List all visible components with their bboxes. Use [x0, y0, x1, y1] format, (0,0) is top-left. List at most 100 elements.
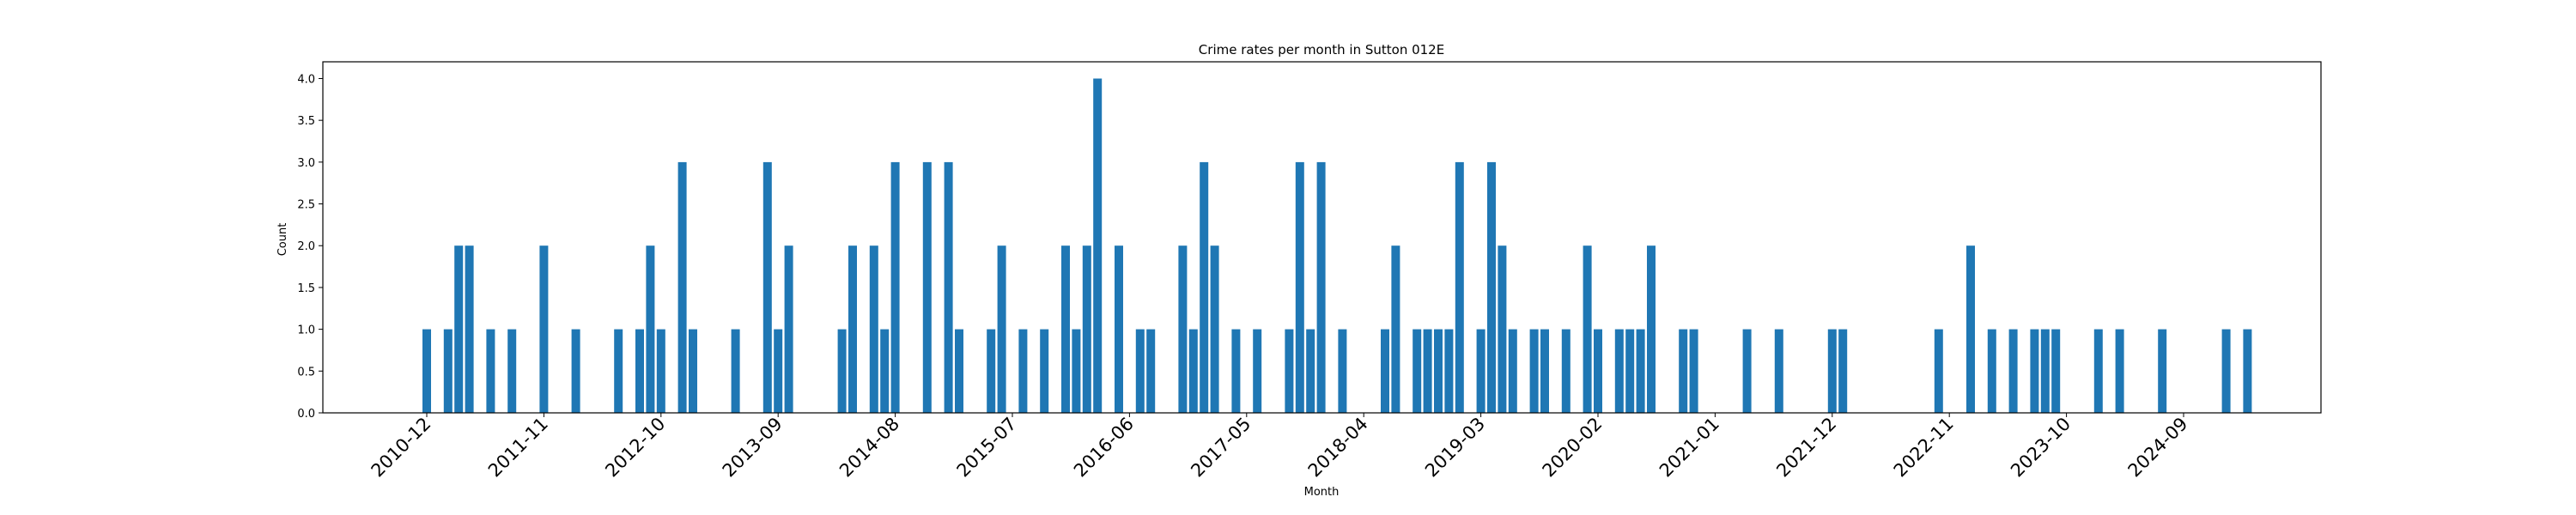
bar-2013-08: [762, 161, 772, 413]
bar-2023-09: [2051, 329, 2061, 413]
bar-2020-10: [1679, 329, 1688, 413]
bar-2015-02: [955, 329, 963, 413]
bar-2019-11: [1561, 329, 1571, 413]
bar-2012-09: [646, 245, 655, 413]
bar-2024-01: [2093, 329, 2103, 413]
bar-2022-01: [1838, 329, 1848, 413]
bar-2016-12: [1188, 329, 1198, 413]
bar-2024-07: [2158, 329, 2167, 413]
bar-2012-06: [614, 329, 623, 413]
bar-2011-04: [465, 245, 474, 413]
y-tick-label: 4.0: [297, 73, 315, 86]
bar-2022-10: [1934, 329, 1943, 413]
bars-group: [422, 78, 2252, 413]
bar-2011-03: [454, 245, 464, 413]
bar-2014-08: [890, 161, 900, 413]
x-tick-label: 2017-05: [1187, 414, 1255, 482]
bar-2016-02: [1082, 245, 1091, 413]
x-tick-label: 2015-07: [953, 414, 1021, 482]
bar-2018-06: [1381, 329, 1389, 413]
bar-2017-09: [1285, 329, 1294, 413]
bar-2013-01: [689, 329, 697, 413]
bar-2017-12: [1316, 161, 1326, 413]
bar-2025-03: [2243, 329, 2252, 413]
bar-2016-01: [1072, 329, 1081, 413]
x-tick-label: 2020-02: [1539, 414, 1607, 482]
bar-2014-07: [880, 329, 890, 413]
bar-2018-09: [1413, 329, 1422, 413]
bar-2014-11: [922, 161, 932, 413]
x-tick-label: 2023-10: [2007, 414, 2075, 482]
bar-2018-07: [1391, 245, 1400, 413]
y-ticks-group: 0.0 0.5 1.0 1.5 2.0 2.5 3.0 3.5 4.0: [297, 73, 323, 421]
bar-2020-07: [1647, 245, 1656, 413]
bar-2017-10: [1295, 161, 1304, 413]
bar-2018-12: [1444, 329, 1454, 413]
bar-2020-11: [1689, 329, 1698, 413]
bar-2016-07: [1135, 329, 1145, 413]
bar-2013-05: [731, 329, 740, 413]
y-tick-label: 2.0: [297, 240, 315, 253]
bar-2023-01: [1966, 245, 1975, 413]
bar-2016-05: [1115, 245, 1123, 413]
bar-2015-08: [1018, 329, 1028, 413]
bar-2023-08: [2040, 329, 2050, 413]
y-axis-label: Count: [276, 223, 289, 257]
bar-2021-04: [1742, 329, 1752, 413]
bar-2019-09: [1540, 329, 1549, 413]
bar-2020-05: [1625, 329, 1635, 413]
bar-2017-04: [1231, 329, 1241, 413]
bar-2023-07: [2030, 329, 2039, 413]
bar-2018-02: [1338, 329, 1347, 413]
x-tick-label: 2018-04: [1304, 414, 1372, 482]
y-tick-label: 2.5: [297, 199, 315, 212]
x-tick-label: 2024-09: [2124, 414, 2192, 482]
bar-2011-08: [507, 329, 517, 413]
bar-2012-12: [677, 161, 687, 413]
bar-2023-05: [2008, 329, 2018, 413]
bar-2013-09: [774, 329, 783, 413]
x-tick-label: 2013-09: [719, 414, 787, 482]
bar-2020-06: [1636, 329, 1645, 413]
bar-2021-12: [1827, 329, 1837, 413]
bar-2018-11: [1434, 329, 1443, 413]
bar-2019-06: [1508, 329, 1517, 413]
chart-title: Crime rates per month in Sutton 012E: [1199, 42, 1444, 58]
bar-2014-06: [869, 245, 878, 413]
x-tick-label: 2021-12: [1772, 414, 1840, 482]
y-tick-label: 3.0: [297, 157, 315, 170]
bar-2017-02: [1210, 245, 1219, 413]
y-tick-label: 0.0: [297, 408, 315, 421]
bar-2012-10: [656, 329, 665, 413]
bar-2020-04: [1614, 329, 1624, 413]
x-tick-label: 2010-12: [368, 414, 435, 482]
x-tick-label: 2021-01: [1656, 414, 1723, 482]
bar-2015-10: [1040, 329, 1049, 413]
plot-frame: [322, 61, 2322, 414]
bar-2014-04: [848, 245, 857, 413]
x-tick-label: 2011-11: [484, 414, 552, 482]
bar-2015-06: [997, 245, 1006, 413]
bar-2018-10: [1423, 329, 1432, 413]
bar-2014-03: [837, 329, 847, 413]
bar-2024-03: [2115, 329, 2124, 413]
bar-2019-05: [1498, 245, 1507, 413]
bar-2023-03: [1987, 329, 1996, 413]
bar-2019-08: [1529, 329, 1539, 413]
y-tick-label: 3.5: [297, 115, 315, 128]
bar-2021-07: [1774, 329, 1783, 413]
bar-2017-11: [1306, 329, 1315, 413]
bar-2016-11: [1178, 245, 1188, 413]
bar-2019-03: [1476, 329, 1485, 413]
x-axis-label: Month: [1304, 486, 1340, 499]
bar-2020-02: [1594, 329, 1602, 413]
y-tick-label: 1.0: [297, 324, 315, 337]
bar-2025-01: [2221, 329, 2231, 413]
bar-2010-12: [422, 329, 431, 413]
bar-2015-12: [1061, 245, 1070, 413]
x-tick-label: 2022-11: [1890, 414, 1958, 482]
bar-2011-06: [486, 329, 495, 413]
bar-2016-03: [1093, 78, 1103, 413]
